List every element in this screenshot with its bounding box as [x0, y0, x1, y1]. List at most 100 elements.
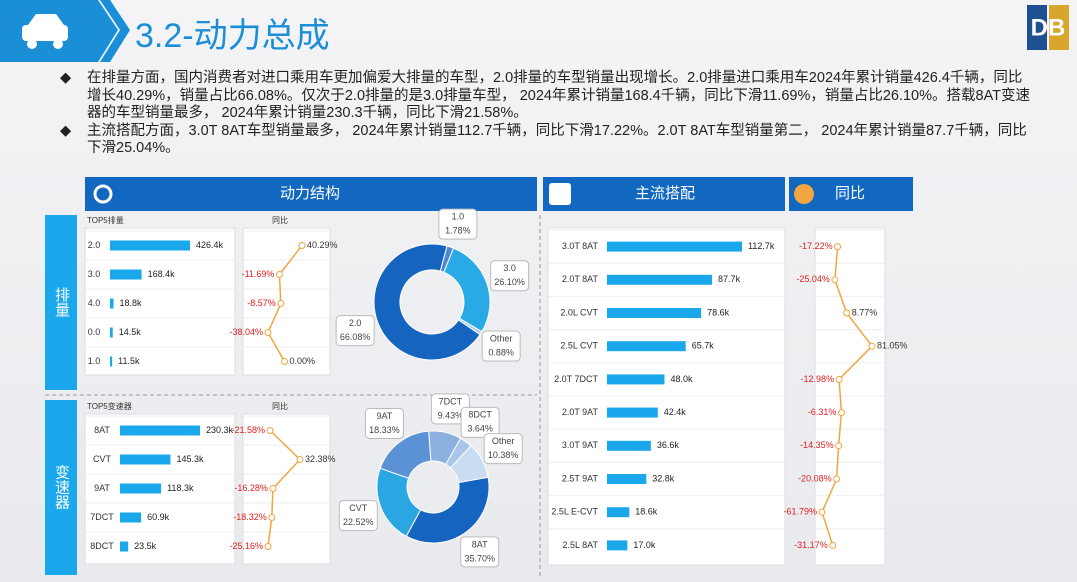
bar	[607, 341, 686, 352]
logo: DB	[1027, 5, 1069, 50]
value-label: -6.31%	[808, 407, 837, 417]
slice	[443, 247, 491, 333]
slice-label: Other	[492, 436, 515, 446]
bar	[607, 241, 742, 252]
category-label: 2.0T 8AT	[562, 274, 599, 284]
category-label: 2.5L E-CVT	[551, 507, 598, 517]
point	[298, 242, 306, 249]
slice-label: 8DCT	[468, 410, 492, 420]
point	[269, 485, 277, 492]
bar	[110, 240, 190, 251]
value-label: -16.28%	[234, 483, 268, 493]
category-label: 3.0	[88, 269, 101, 279]
category-label: 2.5T 9AT	[562, 473, 599, 483]
panel-title: 动力结构	[280, 185, 340, 202]
slice-value: 26.10%	[494, 277, 525, 287]
slice-value: 0.88%	[488, 347, 514, 357]
side-label: 排量	[53, 287, 70, 317]
bar	[120, 541, 129, 552]
value-label: 32.38%	[305, 454, 336, 464]
plot-area	[242, 413, 331, 565]
label-box	[460, 406, 500, 438]
value-label: -38.04%	[229, 327, 263, 337]
point	[296, 456, 304, 463]
slice	[405, 476, 490, 544]
plot-area	[242, 227, 331, 376]
category-label: 1.0	[88, 356, 101, 366]
point	[264, 329, 272, 336]
point	[868, 342, 876, 350]
slice-value: 18.33%	[369, 425, 400, 435]
bar	[110, 269, 142, 280]
slice-label: 7DCT	[439, 396, 463, 406]
point	[818, 508, 826, 516]
point	[264, 543, 272, 550]
bar	[607, 407, 658, 418]
category-label: 2.5L 8AT	[562, 540, 598, 550]
value-label: 78.6k	[707, 307, 730, 317]
value-label: -25.04%	[796, 274, 830, 284]
bar	[607, 374, 665, 385]
value-label: 168.4k	[148, 269, 176, 279]
point	[266, 427, 274, 434]
slice	[373, 243, 481, 361]
category-label: 9AT	[94, 483, 110, 493]
category-label: 2.0L CVT	[560, 307, 598, 317]
label-box	[338, 500, 378, 532]
value-label: -20.08%	[798, 473, 832, 483]
slice-label: 8AT	[472, 539, 488, 549]
value-label: 14.5k	[119, 327, 142, 337]
point	[275, 271, 283, 278]
chart-title: TOP5变速器	[87, 401, 132, 411]
value-label: 17.0k	[633, 540, 656, 550]
icon	[549, 183, 571, 205]
category-label: 2.0T 9AT	[562, 407, 599, 417]
value-label: -11.69%	[242, 269, 275, 279]
value-label: -14.35%	[800, 440, 834, 450]
point	[834, 243, 842, 251]
value-label: 23.5k	[134, 541, 157, 551]
slice-value: 9.43%	[438, 410, 464, 420]
category-label: 8AT	[94, 425, 110, 435]
bar	[607, 540, 628, 551]
value-label: 0.00%	[290, 356, 316, 366]
label-box	[483, 433, 523, 465]
bar	[607, 474, 647, 484]
slice-value: 22.52%	[343, 517, 374, 527]
value-label: 87.7k	[718, 274, 741, 284]
value-label: -12.98%	[801, 374, 835, 384]
bar	[110, 327, 113, 338]
bar	[120, 483, 162, 494]
slice-label: CVT	[349, 503, 368, 513]
value-label: 36.6k	[657, 440, 680, 450]
value-label: 60.9k	[147, 512, 170, 522]
svg-text:DB: DB	[1031, 14, 1066, 41]
point	[835, 375, 843, 383]
bullet-text: 主流搭配方面，3.0T 8AT车型销量最多， 2024年累计销量112.7千辆，…	[87, 122, 1027, 157]
category-label: 8DCT	[90, 541, 114, 551]
bullets: ◆ 在排量方面，国内消费者对进口乘用车更加偏爱大排量的车型，2.0排量的车型销量出…	[60, 70, 1035, 158]
slice-label: 2.0	[349, 318, 362, 328]
category-label: 3.0T 9AT	[562, 440, 599, 450]
side-label: 变速器	[53, 465, 70, 510]
label-box	[364, 407, 404, 439]
value-label: -61.79%	[783, 507, 817, 517]
value-label: -17.22%	[799, 241, 833, 251]
label-box	[481, 330, 521, 362]
bar	[607, 274, 713, 285]
value-label: 40.29%	[307, 240, 338, 250]
label-box	[460, 536, 500, 568]
value-label: -21.58%	[231, 425, 265, 435]
label-box	[335, 315, 375, 347]
label-box	[490, 260, 530, 292]
category-label: 7DCT	[90, 512, 114, 522]
label-box	[438, 208, 478, 240]
value-label: 112.7k	[748, 241, 775, 251]
chevron	[100, 0, 130, 62]
panel-title: 主流搭配	[635, 185, 695, 202]
value-label: -31.17%	[794, 540, 828, 550]
category-label: 2.0T 7DCT	[554, 374, 598, 384]
point	[829, 541, 837, 549]
bullet: ◆ 在排量方面，国内消费者对进口乘用车更加偏爱大排量的车型，2.0排量的车型销量出…	[60, 70, 1031, 121]
